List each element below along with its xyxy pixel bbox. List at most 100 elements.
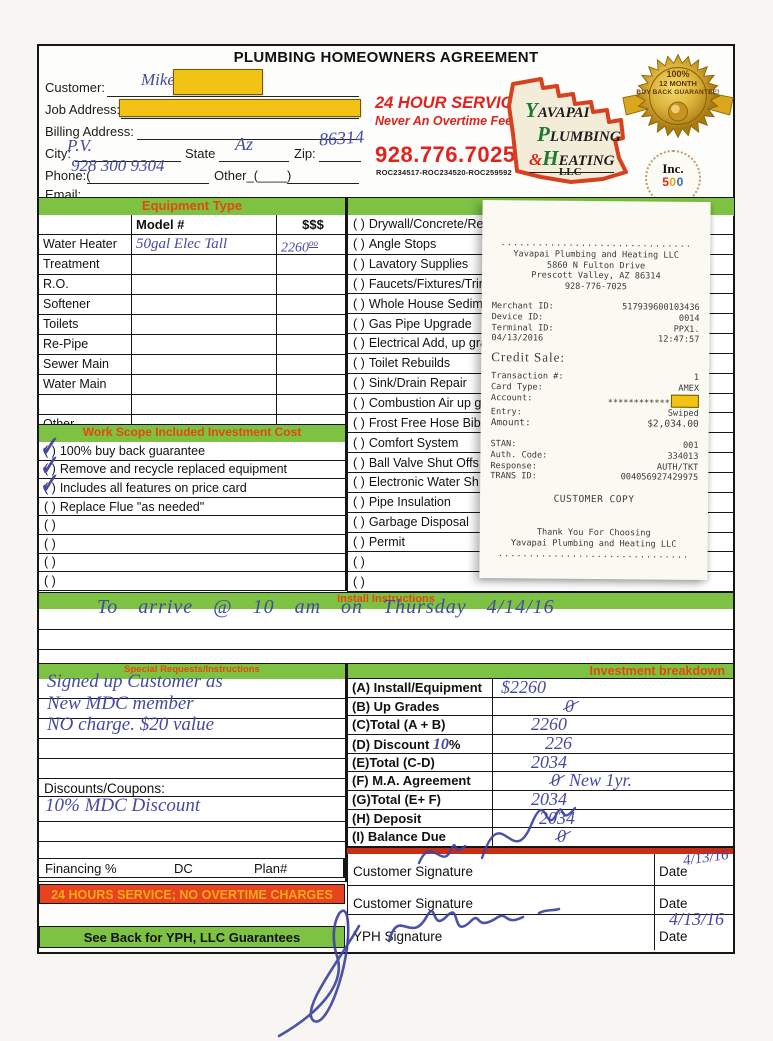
date-handwriting: 4/13/16 bbox=[669, 909, 725, 929]
model-cell[interactable]: 50gal Elec Tall bbox=[132, 235, 277, 254]
logo-line-yavapai: YAVAPAI bbox=[525, 98, 590, 122]
workscope-item[interactable]: ✓( ) 100% buy back guarantee bbox=[36, 433, 345, 463]
investment-breakdown-header: Investment breakdown bbox=[347, 663, 733, 679]
equipment-row[interactable] bbox=[39, 395, 345, 415]
receipt-account: Account: ************ bbox=[491, 393, 699, 410]
discounts-coupons-label: Discounts/Coupons: bbox=[39, 779, 345, 797]
equipment-row[interactable]: Softener bbox=[39, 295, 345, 315]
dc-label: DC bbox=[174, 861, 193, 876]
workscope-item[interactable]: ✓( ) bbox=[39, 534, 345, 554]
price-cell[interactable] bbox=[277, 335, 345, 354]
customer-signature-row-1[interactable]: Customer Signature Date 4/13/16 bbox=[347, 847, 733, 886]
price-cell[interactable] bbox=[277, 315, 345, 334]
inc500-inc-text: Inc. bbox=[662, 161, 684, 176]
discount-note-area[interactable]: 10% MDC Discount bbox=[39, 795, 345, 822]
receipt-dots-bottom: ............................... bbox=[497, 548, 690, 561]
model-cell[interactable] bbox=[132, 295, 277, 314]
investment-row-c[interactable]: (C)Total (A + B) 2260 bbox=[348, 715, 733, 735]
financing-row[interactable]: Financing % DC Plan# bbox=[39, 858, 345, 878]
agreement-form: PLUMBING HOMEOWNERS AGREEMENT Customer: … bbox=[36, 44, 735, 1038]
receipt-credit-sale-title: Credit Sale: bbox=[491, 349, 566, 365]
special-requests-area[interactable]: Signed up Customer as New MDC member NO … bbox=[39, 671, 347, 882]
equipment-row[interactable]: Water Main bbox=[39, 375, 345, 395]
seal-100-percent: 100% bbox=[666, 69, 690, 79]
investment-row-e[interactable]: (E)Total (C-D) 2034 bbox=[348, 753, 733, 773]
price-cell[interactable] bbox=[277, 395, 345, 414]
seal-12-month: 12 MONTH bbox=[659, 79, 697, 88]
city-line[interactable] bbox=[75, 161, 181, 162]
billing-address-label: Billing Address: bbox=[45, 124, 134, 139]
company-logo: YAVAPAI PLUMBING &HEATING LLC bbox=[507, 72, 629, 190]
yph-signature-row[interactable]: YPH Signature Date 4/13/16 bbox=[347, 909, 733, 950]
no-overtime-banner: 24 HOURS SERVICE; NO OVERTIME CHARGES bbox=[39, 884, 345, 904]
page-title: PLUMBING HOMEOWNERS AGREEMENT bbox=[233, 49, 539, 66]
plan-number-label: Plan# bbox=[254, 861, 288, 876]
price-cell[interactable]: 2260oo bbox=[281, 238, 318, 256]
receipt-datetime: 04/13/2016 12:47:57 bbox=[491, 333, 700, 346]
customer-redaction-box bbox=[173, 69, 263, 95]
city-value[interactable]: P.V. bbox=[67, 136, 92, 155]
billing-address-line[interactable] bbox=[137, 139, 359, 140]
phone-line[interactable] bbox=[87, 183, 209, 184]
investment-row-g[interactable]: (G)Total (E+ F) 2034 bbox=[348, 790, 733, 810]
price-cell[interactable] bbox=[277, 295, 345, 314]
logo-line-heating: &HEATING bbox=[529, 146, 615, 173]
state-line[interactable] bbox=[219, 161, 289, 162]
price-cell[interactable] bbox=[277, 255, 345, 274]
investment-row-d[interactable]: (D) Discount 10% 226 bbox=[348, 734, 733, 754]
price-cell[interactable] bbox=[277, 275, 345, 294]
equipment-row[interactable]: R.O. bbox=[39, 275, 345, 295]
equipment-row[interactable]: Re-Pipe bbox=[39, 335, 345, 355]
equipment-row[interactable]: Treatment bbox=[39, 255, 345, 275]
financing-label: Financing % bbox=[45, 861, 117, 876]
work-scope-header: Work Scope Included Investment Cost bbox=[39, 424, 347, 444]
workscope-item[interactable]: ✓( ) bbox=[39, 516, 345, 535]
model-cell[interactable] bbox=[132, 375, 277, 394]
install-note-handwriting: To arrive @ 10 am on Thursday 4/14/16 bbox=[97, 596, 555, 618]
zip-label: Zip: bbox=[294, 146, 316, 161]
workscope-item[interactable]: ✓( ) bbox=[39, 553, 345, 573]
price-column-header: $$$ bbox=[302, 217, 324, 232]
customer-line[interactable] bbox=[107, 96, 359, 97]
investment-table: (A) Install/Equipment $2260 (B) Up Grades… bbox=[347, 678, 733, 847]
investment-row-b[interactable]: (B) Up Grades 0 bbox=[348, 697, 733, 717]
workscope-item[interactable]: ✓( ) bbox=[39, 572, 345, 591]
workscope-item[interactable]: ✓( ) Includes all features on price card bbox=[36, 470, 345, 500]
investment-row-h[interactable]: (H) Deposit 2034 bbox=[348, 809, 733, 829]
investment-row-f[interactable]: (F) M.A. Agreement 0 New 1yr. bbox=[348, 771, 733, 791]
model-cell[interactable] bbox=[132, 315, 277, 334]
model-cell[interactable] bbox=[132, 355, 277, 374]
job-address-line[interactable] bbox=[121, 118, 359, 119]
workscope-item[interactable]: ✓( ) Remove and recycle replaced equipmen… bbox=[36, 452, 345, 481]
investment-row-i[interactable]: (I) Balance Due 0 bbox=[348, 827, 733, 847]
equipment-header-row: Model # $$$ bbox=[39, 215, 345, 235]
zip-value[interactable]: 86314 bbox=[318, 126, 365, 150]
price-cell[interactable] bbox=[277, 375, 345, 394]
inc500-number: 500 bbox=[662, 175, 684, 189]
customer-label: Customer: bbox=[45, 80, 105, 95]
service-phone-number: 928.776.7025 bbox=[375, 142, 516, 167]
phone-value[interactable]: 928 300 9304 bbox=[71, 156, 165, 175]
equipment-row-water-heater[interactable]: Water Heater 50gal Elec Tall 2260oo bbox=[39, 235, 345, 255]
equipment-row[interactable]: Sewer Main bbox=[39, 355, 345, 375]
equipment-row[interactable]: Toilets bbox=[39, 315, 345, 335]
workscope-item[interactable]: ✓( )Replace Flue "as needed" bbox=[39, 497, 345, 517]
city-label: City: bbox=[45, 146, 71, 161]
service-24hr-text: 24 HOUR SERVICE bbox=[375, 94, 524, 112]
investment-row-a[interactable]: (A) Install/Equipment $2260 bbox=[348, 678, 733, 698]
zip-line[interactable] bbox=[319, 161, 361, 162]
seal-guarantee: BUY BACK GUARANTEE! bbox=[636, 89, 720, 96]
price-cell[interactable] bbox=[277, 355, 345, 374]
job-address-redaction-box bbox=[119, 99, 361, 117]
equipment-type-header: Equipment Type bbox=[39, 197, 347, 217]
install-instructions-area[interactable] bbox=[39, 609, 733, 669]
customer-value[interactable]: Mike bbox=[141, 70, 175, 89]
state-value[interactable]: Az bbox=[235, 134, 253, 154]
other-phone-line[interactable] bbox=[287, 183, 359, 184]
inc500-emblem: Inc. 500 bbox=[645, 150, 701, 206]
model-cell[interactable] bbox=[132, 255, 277, 274]
see-back-guarantees-banner: See Back for YPH, LLC Guarantees bbox=[39, 926, 345, 948]
model-cell[interactable] bbox=[132, 395, 277, 414]
model-cell[interactable] bbox=[132, 275, 277, 294]
model-cell[interactable] bbox=[132, 335, 277, 354]
